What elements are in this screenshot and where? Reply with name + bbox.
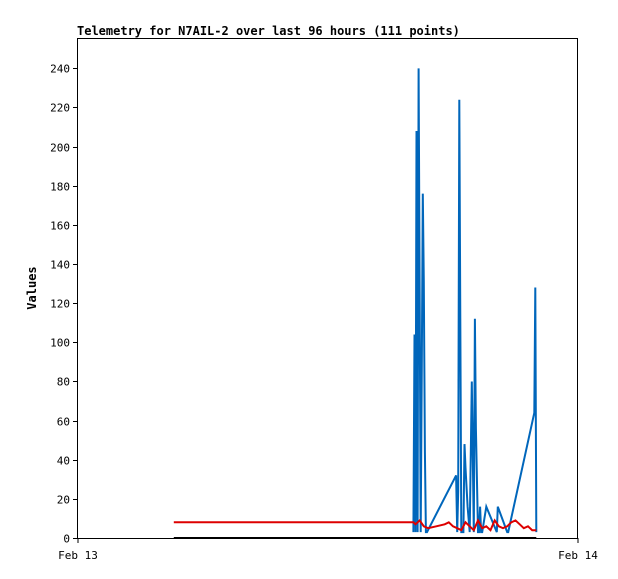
y-tick-label: 60 — [57, 416, 70, 429]
y-tick-label: 100 — [50, 337, 70, 350]
y-tick-label: 120 — [50, 298, 70, 311]
x-axis: Feb 13 Feb 14 — [58, 538, 598, 562]
y-tick-label: 200 — [50, 142, 70, 155]
y-tick-label: 180 — [50, 181, 70, 194]
y-tick-label: 0 — [63, 533, 70, 546]
y-tick-label: 240 — [50, 63, 70, 76]
y-tick-label: 80 — [57, 376, 70, 389]
y-tick-label: 160 — [50, 220, 70, 233]
x-tick-label: Feb 14 — [558, 549, 598, 562]
series-line-1 — [412, 68, 538, 534]
y-tick-label: 140 — [50, 259, 70, 272]
series-line-2 — [173, 518, 537, 532]
y-tick-label: 20 — [57, 494, 70, 507]
plot-area-frame — [77, 38, 578, 539]
y-axis: 0 20 40 60 80 100 120 140 160 180 200 220 240 — [50, 63, 78, 546]
y-tick-label: 220 — [50, 102, 70, 115]
chart-title: Telemetry for N7AIL-2 over last 96 hours… — [77, 24, 460, 38]
x-tick-label: Feb 13 — [58, 549, 98, 562]
y-axis-label: Values — [25, 266, 39, 309]
y-tick-label: 40 — [57, 455, 70, 468]
series-layer — [173, 68, 538, 539]
